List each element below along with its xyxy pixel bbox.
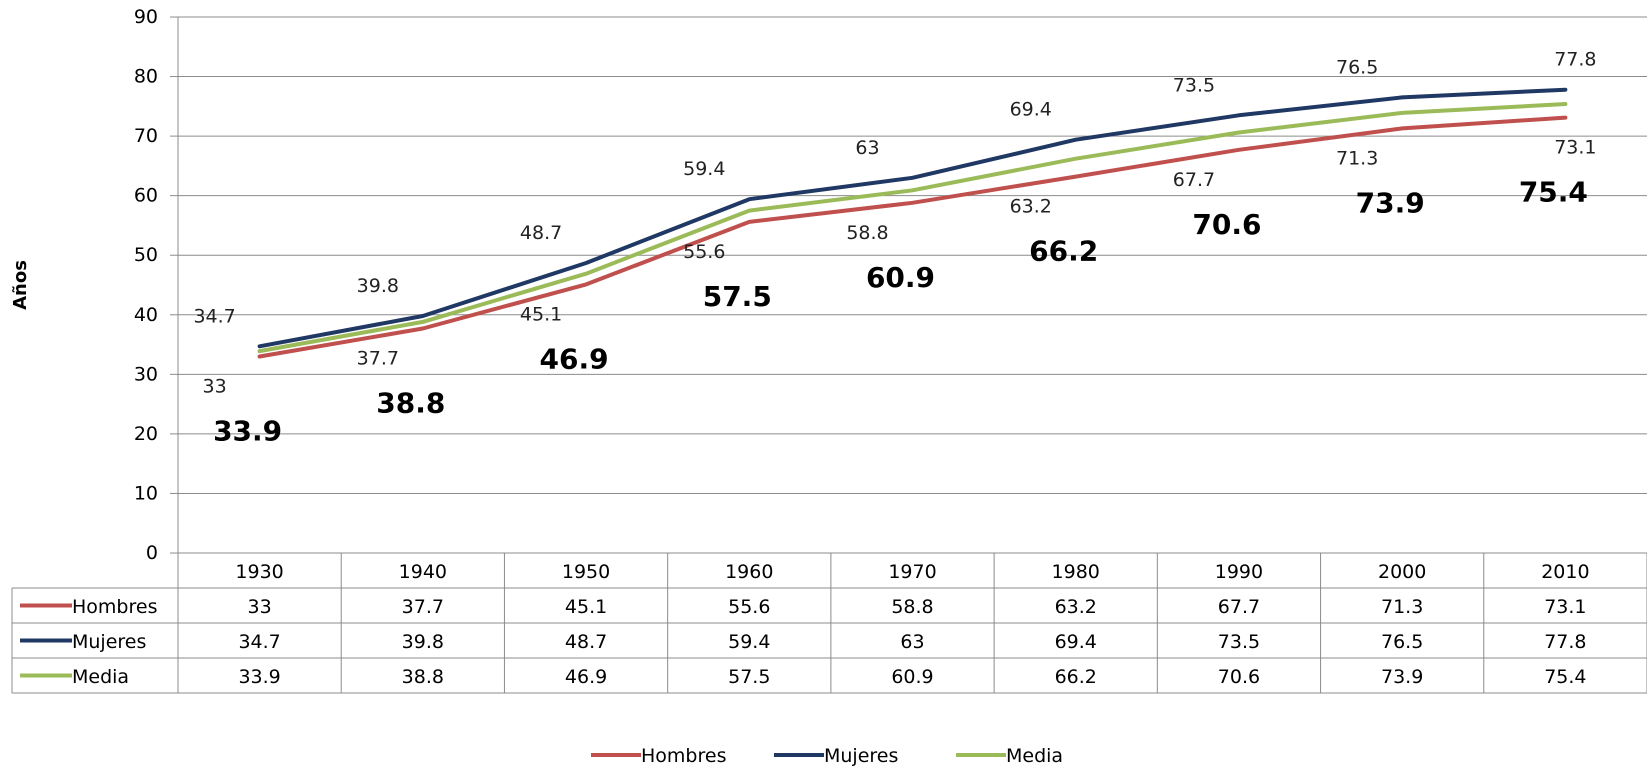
- table-row-label: Hombres: [72, 596, 157, 618]
- table-cell: 71.3: [1381, 596, 1423, 618]
- legend-label-media: Media: [1006, 745, 1063, 767]
- data-label-hombres: 58.8: [846, 222, 888, 244]
- table-cell: 39.8: [402, 631, 444, 653]
- x-tick-label: 2010: [1541, 561, 1589, 583]
- legend-label-mujeres: Mujeres: [824, 745, 898, 767]
- data-label-media: 57.5: [703, 280, 772, 313]
- data-label-mujeres: 34.7: [193, 305, 235, 327]
- x-tick-label: 1930: [235, 561, 283, 583]
- data-label-mujeres: 69.4: [1010, 99, 1052, 121]
- y-tick-label: 70: [134, 125, 158, 147]
- data-table: 1930 1940 1950 1960 1970 1980 1990 2000 2010 Homb…: [11, 552, 1647, 694]
- table-cell: 73.1: [1544, 596, 1586, 618]
- table-cell: 60.9: [891, 666, 933, 688]
- data-label-media: 70.6: [1192, 208, 1261, 241]
- y-tick-label: 40: [134, 304, 158, 326]
- data-label-hombres: 45.1: [520, 303, 562, 325]
- y-tick-label: 0: [146, 542, 158, 564]
- table-cell: 48.7: [565, 631, 607, 653]
- table-cell: 63.2: [1055, 596, 1097, 618]
- y-tick-label: 60: [134, 185, 158, 207]
- data-label-media: 73.9: [1356, 186, 1425, 219]
- x-tick-label: 1990: [1215, 561, 1263, 583]
- data-label-hombres: 33: [203, 375, 227, 397]
- y-tick-label: 20: [134, 423, 158, 445]
- table-cell: 69.4: [1055, 631, 1097, 653]
- legend: Hombres Mujeres Media: [591, 745, 1063, 767]
- x-tick-label: 1980: [1052, 561, 1100, 583]
- data-label-mujeres: 39.8: [357, 275, 399, 297]
- x-tick-label: 1960: [725, 561, 773, 583]
- data-label-hombres: 71.3: [1336, 147, 1378, 169]
- table-cell: 57.5: [728, 666, 770, 688]
- data-label-hombres: 37.7: [357, 347, 399, 369]
- x-tick-label: 2000: [1378, 561, 1426, 583]
- data-label-mujeres: 73.5: [1173, 74, 1215, 96]
- table-cell: 59.4: [728, 631, 770, 653]
- y-tick-label: 10: [134, 482, 158, 504]
- x-tick-label: 1940: [399, 561, 447, 583]
- x-tick-label: 1970: [888, 561, 936, 583]
- table-row-label: Mujeres: [72, 631, 146, 653]
- table-cell: 46.9: [565, 666, 607, 688]
- series-lines: [257, 87, 1568, 359]
- data-label-media: 33.9: [213, 414, 282, 447]
- table-cell: 73.9: [1381, 666, 1423, 688]
- table-cell: 58.8: [891, 596, 933, 618]
- y-tick-label: 80: [134, 66, 158, 88]
- data-label-mujeres: 48.7: [520, 222, 562, 244]
- y-tick-label: 50: [134, 244, 158, 266]
- table-cell: 33: [248, 596, 272, 618]
- legend-label-hombres: Hombres: [641, 745, 726, 767]
- table-cell: 37.7: [402, 596, 444, 618]
- table-cell: 70.6: [1218, 666, 1260, 688]
- data-labels: 33 37.7 45.1 55.6 58.8 63.2 67.7 71.3 73.1 34.7 39…: [193, 49, 1596, 448]
- table-cell: 45.1: [565, 596, 607, 618]
- table-cell: 77.8: [1544, 631, 1586, 653]
- data-label-media: 66.2: [1029, 235, 1098, 268]
- table-cell: 75.4: [1544, 666, 1586, 688]
- table-cell: 73.5: [1218, 631, 1260, 653]
- table-cell: 34.7: [238, 631, 280, 653]
- data-label-hombres: 67.7: [1173, 169, 1215, 191]
- y-tick-label: 30: [134, 363, 158, 385]
- data-label-hombres: 55.6: [683, 241, 725, 263]
- series-line-hombres: [257, 115, 1568, 359]
- table-cell: 67.7: [1218, 596, 1260, 618]
- data-label-media: 46.9: [540, 342, 609, 375]
- data-label-media: 60.9: [866, 261, 935, 294]
- data-label-mujeres: 63: [855, 137, 879, 159]
- data-label-media: 75.4: [1519, 176, 1588, 209]
- table-row-label: Media: [72, 666, 129, 688]
- y-axis-label: Años: [10, 260, 31, 310]
- series-line-media: [257, 102, 1568, 354]
- y-tick-label: 90: [134, 6, 158, 28]
- data-label-hombres: 73.1: [1554, 137, 1596, 159]
- table-cell: 76.5: [1381, 631, 1423, 653]
- data-label-media: 38.8: [376, 386, 445, 419]
- y-axis: 0 10 20 30 40 50 60 70 80 90: [134, 6, 179, 564]
- gridlines: [178, 16, 1647, 554]
- table-cell: 66.2: [1055, 666, 1097, 688]
- table-cell: 55.6: [728, 596, 770, 618]
- series-line-mujeres: [257, 87, 1568, 349]
- data-label-mujeres: 59.4: [683, 158, 725, 180]
- table-cell: 63: [900, 631, 924, 653]
- data-label-mujeres: 76.5: [1336, 56, 1378, 78]
- table-cell: 38.8: [402, 666, 444, 688]
- x-tick-label: 1950: [562, 561, 610, 583]
- table-cell: 33.9: [238, 666, 280, 688]
- data-label-mujeres: 77.8: [1554, 49, 1596, 71]
- data-label-hombres: 63.2: [1010, 196, 1052, 218]
